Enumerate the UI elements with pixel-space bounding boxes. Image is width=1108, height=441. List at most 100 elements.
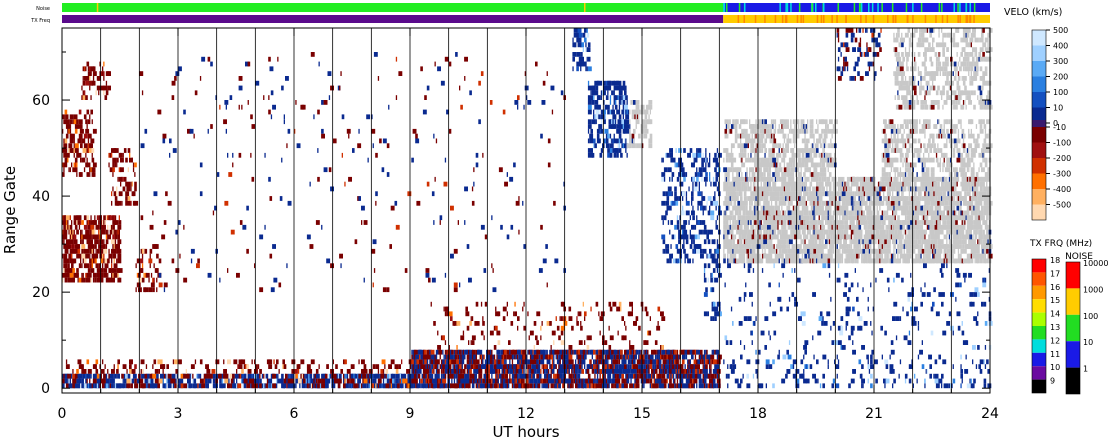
- data-cell: [912, 210, 914, 216]
- data-cell: [100, 277, 104, 283]
- data-cell: [904, 253, 907, 259]
- data-cell: [981, 205, 984, 211]
- data-cell: [886, 258, 889, 264]
- data-cell: [874, 181, 876, 187]
- data-cell: [904, 176, 908, 182]
- data-cell: [897, 138, 899, 144]
- data-cell: [893, 248, 895, 254]
- data-cell: [729, 157, 733, 163]
- data-cell: [794, 124, 797, 129]
- data-cell: [798, 224, 800, 230]
- data-cell: [849, 248, 851, 254]
- data-cell: [800, 181, 802, 187]
- noise-bar-tick: [905, 3, 908, 12]
- data-cell: [120, 167, 124, 173]
- data-cell: [751, 124, 753, 129]
- data-cell: [986, 220, 988, 225]
- data-cell: [749, 244, 752, 249]
- data-cell: [941, 152, 945, 158]
- data-cell: [962, 133, 966, 139]
- data-cell: [635, 114, 637, 120]
- data-cell: [866, 229, 868, 235]
- data-cell: [876, 205, 878, 211]
- data-cell: [711, 239, 716, 245]
- data-cell: [933, 181, 938, 187]
- data-cell: [728, 186, 730, 192]
- data-cell: [907, 215, 911, 221]
- data-cell: [73, 114, 78, 120]
- data-cell: [803, 210, 807, 216]
- data-cell: [881, 167, 886, 173]
- data-cell: [972, 258, 974, 264]
- data-cell: [715, 306, 719, 312]
- data-cell: [126, 186, 131, 192]
- data-cell: [928, 157, 932, 163]
- data-cell: [807, 162, 809, 168]
- data-cell: [924, 128, 926, 134]
- data-cell: [912, 32, 916, 38]
- data-cell: [914, 56, 916, 62]
- data-cell: [65, 152, 70, 158]
- data-cell: [671, 253, 673, 259]
- data-cell: [960, 162, 962, 168]
- data-cell: [590, 95, 595, 100]
- data-cell: [104, 220, 106, 225]
- data-cell: [939, 157, 941, 163]
- data-cell: [968, 239, 971, 245]
- data-cell: [777, 258, 779, 264]
- data-cell: [92, 167, 95, 173]
- data-cell: [952, 152, 956, 158]
- noise-bar-tick: [938, 3, 941, 12]
- data-cell: [103, 253, 105, 259]
- data-cell: [81, 143, 83, 149]
- data-cell: [870, 191, 874, 197]
- data-cell: [968, 205, 971, 211]
- data-cell: [786, 234, 791, 240]
- data-cell: [984, 234, 987, 240]
- data-cell: [902, 162, 904, 168]
- data-cell: [703, 311, 708, 317]
- data-cell: [908, 80, 913, 86]
- data-cell: [683, 176, 686, 182]
- data-cell: [834, 128, 838, 134]
- data-cell: [760, 205, 762, 211]
- data-cell: [932, 143, 934, 149]
- data-cell: [901, 205, 904, 211]
- data-cell: [951, 138, 954, 144]
- data-cell: [74, 124, 78, 129]
- txfreq-bar-tick: [784, 15, 787, 23]
- data-cell: [943, 152, 947, 158]
- data-cell: [787, 205, 791, 211]
- data-cell: [741, 133, 743, 139]
- data-cell: [987, 133, 989, 139]
- data-cell: [590, 119, 592, 125]
- data-cell: [73, 152, 75, 158]
- data-cell: [85, 80, 90, 86]
- data-cell: [836, 200, 841, 206]
- data-cell: [786, 205, 788, 211]
- data-cell: [785, 215, 788, 221]
- data-cell: [965, 215, 967, 221]
- data-cell: [684, 224, 686, 230]
- data-cell: [983, 138, 987, 144]
- data-cell: [970, 181, 975, 187]
- data-cell: [959, 229, 962, 235]
- data-cell: [928, 191, 930, 197]
- data-cell: [752, 128, 755, 134]
- data-cell: [888, 239, 891, 245]
- data-cell: [919, 196, 922, 201]
- data-cell: [796, 248, 801, 254]
- data-cell: [631, 114, 633, 120]
- data-cell: [724, 119, 729, 125]
- data-cell: [755, 215, 760, 221]
- data-cell: [734, 200, 737, 206]
- data-cell: [956, 157, 961, 163]
- data-cell: [888, 253, 890, 259]
- data-cell: [785, 124, 789, 129]
- data-cell: [902, 172, 904, 177]
- data-cell: [957, 210, 960, 216]
- data-cell: [888, 234, 891, 240]
- data-cell: [102, 239, 104, 245]
- data-cell: [852, 210, 854, 216]
- data-cell: [893, 32, 895, 38]
